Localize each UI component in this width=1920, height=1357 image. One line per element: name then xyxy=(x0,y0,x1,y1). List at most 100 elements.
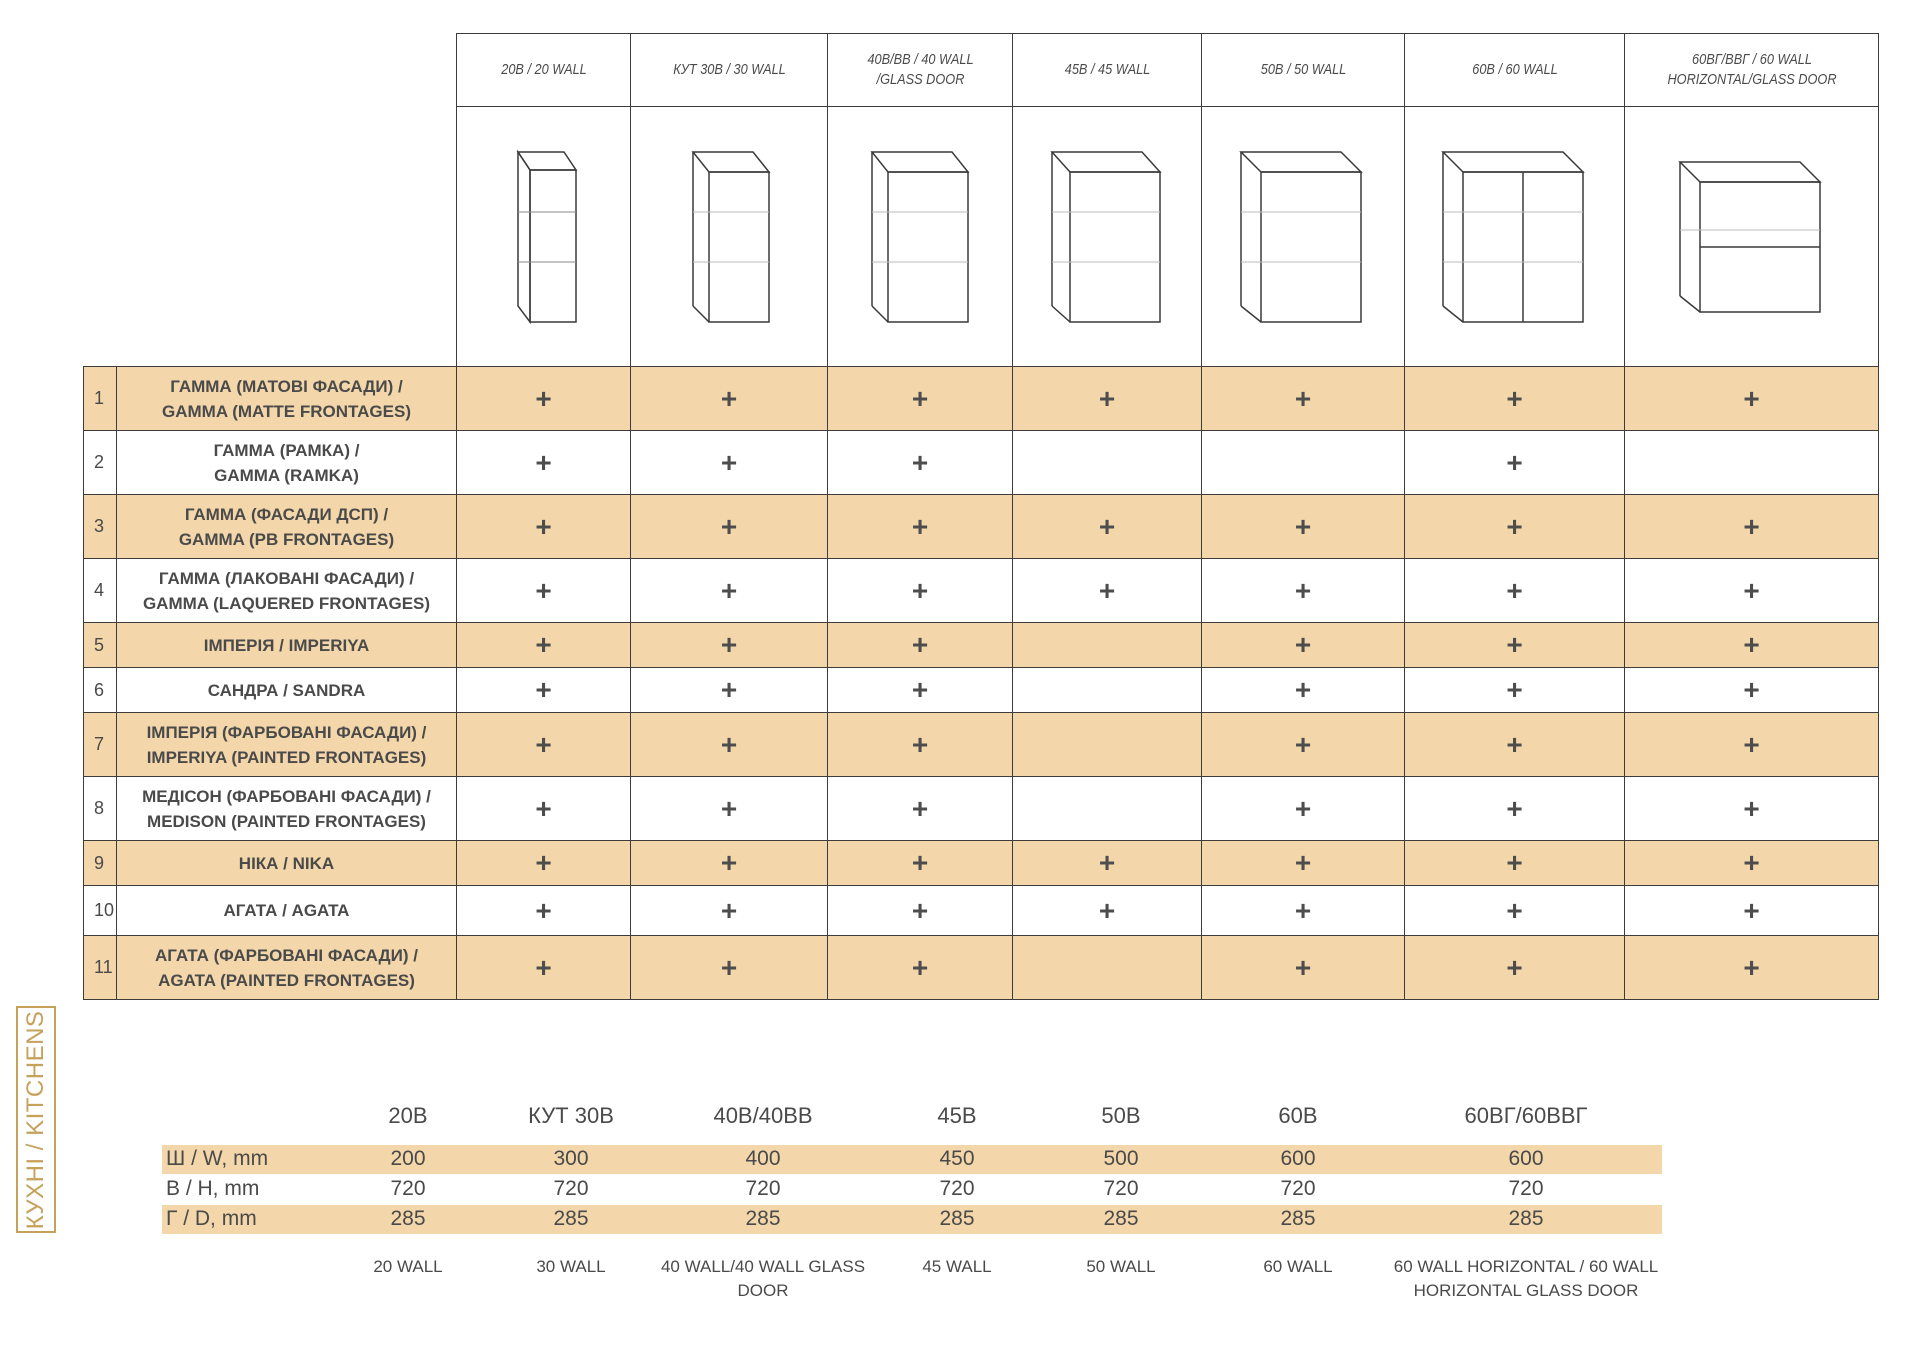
section-side-label: КУХНІ / KITCHENS xyxy=(22,1010,49,1229)
range-row: 5 ІМПЕРІЯ / IMPERIYA + + + + + + xyxy=(83,622,1879,668)
available-mark: + xyxy=(630,935,828,1000)
empty-cell xyxy=(1012,622,1202,668)
dimension-value: 720 xyxy=(1280,1177,1316,1200)
row-number: 2 xyxy=(83,430,117,495)
row-number: 11 xyxy=(83,935,117,1000)
available-mark: + xyxy=(827,667,1013,713)
range-name-line: ІМПЕРІЯ (ФАРБОВАНІ ФАСАДИ) / xyxy=(146,722,427,742)
range-name-line: GAMMA (RAMKA) xyxy=(214,465,359,485)
dimension-value: 285 xyxy=(390,1207,426,1230)
row-number: 9 xyxy=(83,840,117,886)
range-row: 11 АГАТА (ФАРБОВАНІ ФАСАДИ) / AGATA (PAINT… xyxy=(83,935,1879,1000)
dimension-column-caption: 30 WALL xyxy=(536,1257,606,1276)
available-mark: + xyxy=(1624,840,1879,886)
available-mark: + xyxy=(456,430,631,495)
available-mark: + xyxy=(827,622,1013,668)
range-row: 1 ГАММА (МАТОВІ ФАСАДИ) / GAMMA (MATTE FRO… xyxy=(83,366,1879,431)
available-mark: + xyxy=(1012,494,1202,559)
available-mark: + xyxy=(630,430,828,495)
row-number: 10 xyxy=(83,885,117,936)
range-row: 9 НІКА / NIKA + + + + + + + xyxy=(83,840,1879,886)
dimension-row-depth: Г / D, mm xyxy=(162,1205,1662,1234)
available-mark: + xyxy=(1404,885,1625,936)
available-mark: + xyxy=(456,494,631,559)
available-mark: + xyxy=(630,667,828,713)
range-name-line: АГАТА (ФАРБОВАНІ ФАСАДИ) / xyxy=(155,945,418,965)
available-mark: + xyxy=(827,712,1013,777)
range-name: ГАММА (ФАСАДИ ДСП) / GAMMA (PB FRONTAGES) xyxy=(116,494,457,559)
cabinet-60-horizontal-icon xyxy=(1677,160,1822,313)
dimension-column-caption: 45 WALL xyxy=(922,1257,992,1276)
available-mark: + xyxy=(1404,430,1625,495)
dimension-value: 720 xyxy=(745,1177,781,1200)
cabinet-45-icon xyxy=(1050,150,1162,323)
range-name-line: IMPERIYA (PAINTED FRONTAGES) xyxy=(146,747,427,767)
dimension-row-height: В / H, mm xyxy=(166,1177,260,1200)
available-mark: + xyxy=(827,935,1013,1000)
dimension-column-caption: 50 WALL xyxy=(1086,1257,1156,1276)
available-mark: + xyxy=(1624,558,1879,623)
range-name: ГАММА (РАМКА) / GAMMA (RAMKA) xyxy=(116,430,457,495)
range-name: ІМПЕРІЯ / IMPERIYA xyxy=(116,622,457,668)
available-mark: + xyxy=(827,776,1013,841)
row-number: 1 xyxy=(83,366,117,431)
range-name: ГАММА (МАТОВІ ФАСАДИ) / GAMMA (MATTE FRON… xyxy=(116,366,457,431)
available-mark: + xyxy=(1624,622,1879,668)
dimension-value: 285 xyxy=(745,1207,781,1230)
dimension-value: 720 xyxy=(390,1177,426,1200)
available-mark: + xyxy=(1404,366,1625,431)
cabinet-30-icon xyxy=(691,150,771,323)
available-mark: + xyxy=(456,712,631,777)
available-mark: + xyxy=(456,366,631,431)
available-mark: + xyxy=(1201,622,1405,668)
available-mark: + xyxy=(1201,494,1405,559)
available-mark: + xyxy=(1404,712,1625,777)
cabinet-50-icon xyxy=(1239,150,1363,323)
dimension-column-caption: 40 WALL/40 WALL GLASS DOOR xyxy=(660,1257,866,1300)
dimension-value: 400 xyxy=(745,1147,781,1170)
available-mark: + xyxy=(1201,935,1405,1000)
available-mark: + xyxy=(1624,885,1879,936)
range-row: 10 АГАТА / AGATA + + + + + + + xyxy=(83,885,1879,936)
available-mark: + xyxy=(1012,840,1202,886)
column-header-row: 20B / 20 WALL КУТ 30B / 30 WALL 40B/BB /… xyxy=(84,33,1879,107)
available-mark: + xyxy=(1404,840,1625,886)
row-number: 3 xyxy=(83,494,117,559)
available-mark: + xyxy=(827,840,1013,886)
dimension-column-caption: 60 WALL xyxy=(1263,1257,1333,1276)
available-mark: + xyxy=(827,430,1013,495)
dimension-column-header: 60BГ/60BBГ xyxy=(1464,1103,1588,1128)
empty-cell xyxy=(1624,430,1879,495)
range-name-line: ГАММА (ФАСАДИ ДСП) / xyxy=(184,504,389,524)
available-mark: + xyxy=(1624,494,1879,559)
available-mark: + xyxy=(1404,935,1625,1000)
dimension-value: 600 xyxy=(1508,1147,1544,1170)
available-mark: + xyxy=(1012,885,1202,936)
available-mark: + xyxy=(1624,366,1879,431)
available-mark: + xyxy=(1624,712,1879,777)
row-number: 8 xyxy=(83,776,117,841)
dimension-value: 300 xyxy=(553,1147,589,1170)
available-mark: + xyxy=(1012,366,1202,431)
dimension-column-caption: 60 WALL HORIZONTAL / 60 WALL HORIZONTAL … xyxy=(1393,1257,1659,1300)
available-mark: + xyxy=(630,366,828,431)
available-mark: + xyxy=(827,494,1013,559)
range-name-line: GAMMA (PB FRONTAGES) xyxy=(178,529,395,549)
available-mark: + xyxy=(1404,667,1625,713)
column-header: 40B/BB / 40 WALL /GLASS DOOR xyxy=(840,33,1000,107)
column-header: 45B / 45 WALL xyxy=(1026,33,1188,107)
dimension-column-header: КУТ 30B xyxy=(528,1103,614,1128)
dimensions-table: Ш / W, mm В / H, mm Г / D, mm 20B 200 720 2… xyxy=(162,1095,1662,1315)
dimension-value: 720 xyxy=(553,1177,589,1200)
dimension-value: 285 xyxy=(553,1207,589,1230)
available-mark: + xyxy=(1201,667,1405,713)
range-name-line: GAMMA (LAQUERED FRONTAGES) xyxy=(142,593,431,613)
range-row: 8 МЕДІСОН (ФАРБОВАНІ ФАСАДИ) / MEDISON (PA… xyxy=(83,776,1879,841)
available-mark: + xyxy=(630,558,828,623)
dimension-value: 200 xyxy=(390,1147,426,1170)
dimension-value: 720 xyxy=(1103,1177,1139,1200)
available-mark: + xyxy=(1624,935,1879,1000)
available-mark: + xyxy=(630,712,828,777)
empty-cell xyxy=(1012,776,1202,841)
dimension-value: 285 xyxy=(939,1207,975,1230)
